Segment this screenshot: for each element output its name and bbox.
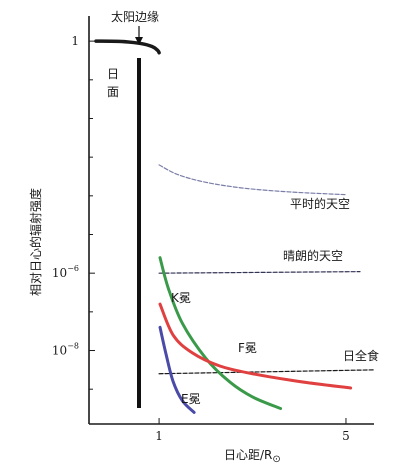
label-normal-sky: 平时的天空 [290, 196, 350, 211]
series-line-5 [158, 325, 196, 414]
label-f-corona: F冕 [238, 341, 257, 355]
solar-limb-arrow-head [135, 37, 143, 45]
solar-limb-label: 太阳边缘 [111, 9, 159, 24]
series-line-0 [158, 164, 347, 196]
series-layer [94, 39, 375, 414]
y-tick-label: 1 [71, 34, 79, 48]
x-axis-label: 日心距/R⊙ [224, 448, 281, 465]
disk-label-2: 面 [107, 85, 119, 99]
y-tick-label: 10−8 [52, 342, 79, 358]
solar-disk-profile-line [94, 39, 161, 55]
disk-label-1: 日 [107, 67, 119, 81]
x-tick-label: 1 [155, 429, 163, 443]
label-eclipse: 日全食 [343, 348, 379, 363]
y-axis-label: 相对日心的辐射强度 [28, 188, 43, 296]
series-line-2 [158, 369, 375, 375]
label-clear-sky: 晴朗的天空 [283, 248, 343, 263]
series-line-1 [158, 271, 361, 274]
series-line-3 [158, 256, 283, 411]
x-tick-label: 5 [342, 429, 350, 443]
axes-layer [88, 16, 374, 425]
x-axis-label-main: 日心距/R [224, 448, 272, 462]
label-e-corona: E冕 [181, 392, 201, 406]
x-axis-label-sub: ⊙ [272, 454, 280, 465]
y-tick-label: 10−6 [52, 264, 79, 280]
ticks-layer: 1 5 1 10−6 10−8 [52, 34, 350, 443]
label-k-corona: K冕 [171, 291, 191, 305]
series-line-4 [158, 302, 353, 390]
